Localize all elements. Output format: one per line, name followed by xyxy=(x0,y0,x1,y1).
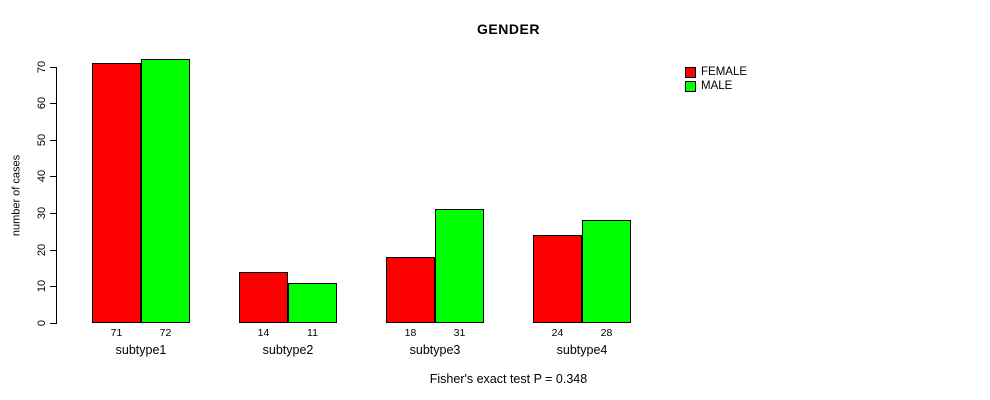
chart-title: GENDER xyxy=(477,21,540,37)
legend-swatch-female xyxy=(685,66,696,78)
legend-item-male: MALE xyxy=(685,79,747,93)
x-category-label: subtype1 xyxy=(115,343,167,357)
y-tick-label: 30 xyxy=(36,206,48,220)
y-tick xyxy=(50,213,57,215)
x-category-label: subtype3 xyxy=(409,343,461,357)
bar-value-label: 18 xyxy=(404,327,417,339)
y-tick-label: 60 xyxy=(36,97,48,110)
legend-label-female: FEMALE xyxy=(701,66,748,78)
bar-value-label: 28 xyxy=(600,327,613,339)
bar-male-subtype2 xyxy=(288,282,337,323)
legend-swatch-male xyxy=(685,80,696,92)
y-tick xyxy=(50,66,57,68)
y-tick-label: 10 xyxy=(36,280,48,293)
y-tick xyxy=(50,286,57,288)
bar-value-label: 31 xyxy=(453,327,466,339)
bar-value-label: 72 xyxy=(159,327,172,339)
statistical-test-caption: Fisher's exact test P = 0.348 xyxy=(429,372,588,386)
legend-label-male: MALE xyxy=(701,80,733,92)
bar-female-subtype3 xyxy=(386,257,435,323)
y-tick-label: 40 xyxy=(36,170,48,183)
y-tick xyxy=(50,103,57,105)
bar-value-label: 24 xyxy=(551,327,564,339)
bar-male-subtype4 xyxy=(582,220,631,323)
x-category-label: subtype2 xyxy=(262,343,314,357)
bar-female-subtype4 xyxy=(533,235,582,323)
bar-value-label: 14 xyxy=(257,327,270,339)
bar-value-label: 11 xyxy=(307,327,318,339)
legend-item-female: FEMALE xyxy=(685,65,747,79)
x-category-label: subtype4 xyxy=(556,343,608,357)
y-tick xyxy=(50,139,57,141)
y-tick xyxy=(50,323,57,324)
y-tick-label: 20 xyxy=(36,243,48,256)
y-tick xyxy=(50,249,57,251)
y-tick-label: 70 xyxy=(36,60,48,73)
y-tick-label: 50 xyxy=(36,133,48,146)
bar-female-subtype2 xyxy=(239,271,288,323)
y-tick xyxy=(50,176,57,178)
bar-value-label: 71 xyxy=(110,327,123,339)
bar-male-subtype1 xyxy=(141,59,190,323)
bar-female-subtype1 xyxy=(92,62,141,323)
y-tick-label: 0 xyxy=(36,319,48,327)
bar-male-subtype3 xyxy=(435,209,484,323)
legend: FEMALE MALE xyxy=(685,65,747,93)
y-axis-line xyxy=(56,66,57,324)
